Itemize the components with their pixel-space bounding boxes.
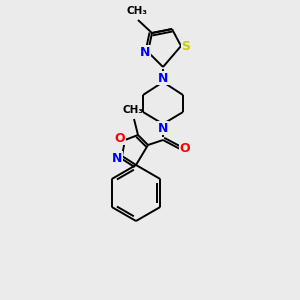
Text: N: N <box>158 71 168 85</box>
Text: N: N <box>158 122 168 134</box>
Text: CH₃: CH₃ <box>127 6 148 16</box>
Text: N: N <box>112 152 122 164</box>
Text: S: S <box>182 40 190 52</box>
Text: O: O <box>180 142 190 155</box>
Text: CH₃: CH₃ <box>122 105 143 115</box>
Text: O: O <box>115 131 125 145</box>
Text: N: N <box>140 46 150 59</box>
